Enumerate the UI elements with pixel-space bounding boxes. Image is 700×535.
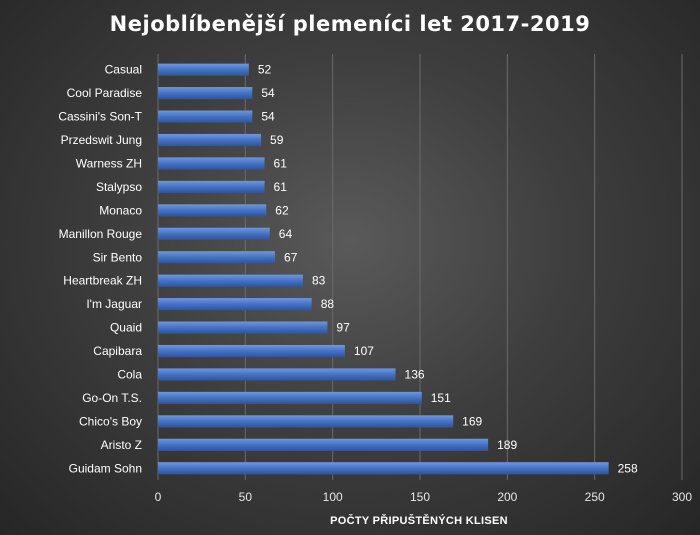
bar-value-label: 61	[274, 157, 288, 171]
bar-value-label: 83	[312, 274, 326, 288]
bar-value-label: 64	[279, 227, 293, 241]
category-label: Warness ZH	[76, 157, 142, 171]
bar-value-label: 62	[275, 203, 289, 217]
x-tick-label: 250	[585, 490, 605, 504]
category-label: I'm Jaguar	[86, 297, 142, 311]
x-tick-label: 100	[323, 490, 343, 504]
bar-value-label: 136	[405, 368, 425, 382]
category-label: Guidam Sohn	[69, 461, 142, 475]
x-tick-label: 150	[410, 490, 430, 504]
category-label: Casual	[105, 63, 142, 77]
bar	[158, 368, 396, 381]
category-label: Cassini's Son-T	[58, 110, 142, 124]
bar-value-label: 107	[354, 344, 374, 358]
x-tick-label: 50	[239, 490, 253, 504]
bar-value-label: 189	[497, 438, 517, 452]
bar-value-label: 54	[261, 110, 275, 124]
bar	[158, 110, 253, 123]
category-label: Capibara	[93, 344, 142, 358]
bar	[158, 251, 276, 264]
bars	[158, 63, 609, 475]
category-label: Przedswit Jung	[61, 133, 142, 147]
bar-value-label: 61	[274, 180, 288, 194]
category-labels: Casual Cool Paradise Cassini's Son-T Przeds…	[58, 63, 142, 476]
x-tick-label: 0	[155, 490, 162, 504]
chart-title: Nejoblíbenější plemeníci let 2017-2019	[110, 12, 591, 36]
category-label: Manillon Rouge	[59, 227, 143, 241]
category-label: Go-On T.S.	[82, 391, 142, 405]
bar	[158, 274, 303, 287]
x-axis-title: POČTY PŘIPUŠTĚNÝCH KLISEN	[330, 514, 508, 527]
category-label: Cola	[117, 368, 142, 382]
bar	[158, 415, 454, 428]
bar	[158, 321, 328, 334]
x-tick-label: 300	[672, 490, 692, 504]
category-label: Chico's Boy	[79, 414, 142, 428]
category-label: Stalypso	[96, 180, 142, 194]
bar	[158, 63, 249, 76]
bar	[158, 227, 270, 240]
x-axis-ticks: 0 50 100 150 200 250 300	[155, 490, 693, 504]
category-label: Cool Paradise	[67, 86, 143, 100]
category-label: Monaco	[99, 203, 142, 217]
bar-value-label: 88	[321, 297, 335, 311]
bar-value-label: 151	[431, 391, 451, 405]
bar	[158, 462, 609, 475]
bar-value-label: 258	[618, 461, 638, 475]
bar-value-label: 169	[462, 414, 482, 428]
bar-value-label: 59	[270, 133, 284, 147]
bar	[158, 157, 265, 170]
bar	[158, 87, 253, 100]
bar	[158, 133, 262, 147]
bar	[158, 180, 265, 194]
bar	[158, 391, 422, 405]
bar-value-label: 52	[258, 63, 272, 77]
bar-value-label: 67	[284, 250, 298, 264]
x-tick-label: 200	[497, 490, 517, 504]
bar	[158, 204, 267, 217]
bar	[158, 344, 345, 358]
bar-value-label: 97	[336, 321, 350, 335]
bar	[158, 298, 312, 311]
category-label: Aristo Z	[101, 438, 142, 452]
bar	[158, 438, 489, 451]
category-label: Sir Bento	[93, 250, 143, 264]
bar-value-label: 54	[261, 86, 275, 100]
category-label: Quaid	[110, 321, 142, 335]
category-label: Heartbreak ZH	[63, 274, 142, 288]
gridlines	[157, 54, 683, 480]
